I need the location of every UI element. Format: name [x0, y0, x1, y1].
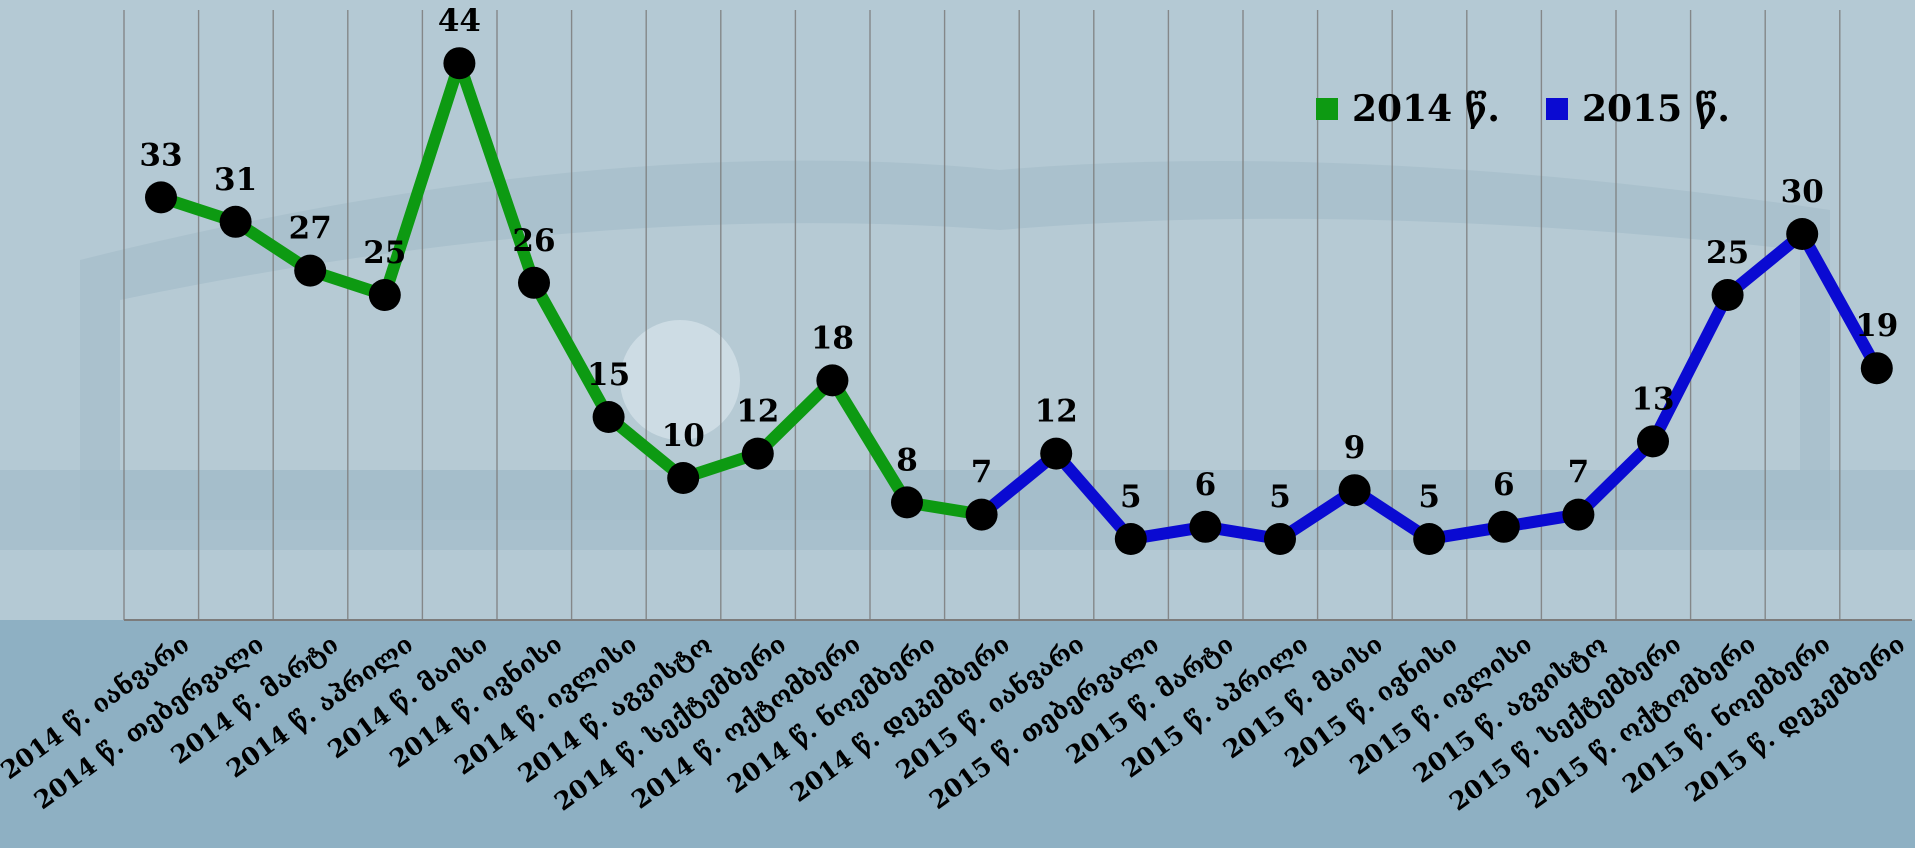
data-point [667, 462, 700, 494]
data-point [443, 47, 476, 80]
data-point-markers [145, 47, 1893, 555]
data-label: 12 [1035, 394, 1078, 430]
data-labels: 33 31 27 25 44 26 15 10 12 18 8 7 12 5 6 5 9 5 6 7 13 25 30 19 [139, 3, 1898, 515]
data-label: 15 [587, 357, 630, 393]
data-label: 26 [512, 223, 555, 259]
legend-label-2015: 2015 წ. [1582, 88, 1730, 130]
data-point [1562, 498, 1595, 531]
data-label: 31 [214, 162, 257, 198]
data-label: 33 [139, 137, 182, 173]
legend-item-2015: 2015 წ. [1546, 88, 1730, 130]
data-point [1637, 425, 1669, 458]
data-label: 10 [662, 418, 705, 454]
data-point [1786, 218, 1819, 250]
data-point [1264, 523, 1296, 555]
data-label: 7 [971, 455, 993, 491]
data-point [1860, 352, 1893, 385]
data-point [294, 254, 327, 287]
data-point [1114, 523, 1147, 555]
data-label: 6 [1195, 467, 1217, 503]
data-point [592, 401, 625, 433]
data-point [891, 486, 923, 519]
data-label: 5 [1418, 479, 1440, 515]
data-point [1413, 523, 1446, 555]
data-label: 8 [896, 442, 918, 478]
data-point [741, 437, 774, 470]
data-point [219, 205, 252, 238]
data-point [1487, 510, 1520, 543]
data-label: 9 [1344, 430, 1366, 466]
data-label: 30 [1781, 174, 1824, 210]
data-label: 25 [1706, 235, 1749, 271]
data-label: 18 [811, 320, 854, 356]
data-label: 25 [363, 235, 406, 271]
data-point [965, 498, 998, 531]
data-point [1711, 279, 1744, 311]
data-label: 44 [438, 3, 481, 39]
data-label: 6 [1493, 467, 1515, 503]
data-label: 12 [736, 394, 779, 430]
data-point [145, 181, 177, 214]
legend-swatch-2014 [1316, 98, 1338, 120]
legend-label-2014: 2014 წ. [1352, 88, 1500, 130]
legend-swatch-2015 [1546, 98, 1568, 120]
data-label: 7 [1568, 455, 1590, 491]
data-label: 5 [1120, 479, 1142, 515]
data-point [816, 364, 849, 397]
data-point [1338, 474, 1371, 507]
data-point [518, 266, 550, 299]
data-label: 5 [1269, 479, 1291, 515]
legend-item-2014: 2014 წ. [1316, 88, 1500, 130]
data-point [1189, 510, 1222, 543]
data-label: 13 [1631, 381, 1674, 417]
data-point [368, 279, 401, 311]
data-label: 27 [289, 211, 332, 247]
data-point [1040, 437, 1073, 470]
data-label: 19 [1855, 308, 1898, 344]
